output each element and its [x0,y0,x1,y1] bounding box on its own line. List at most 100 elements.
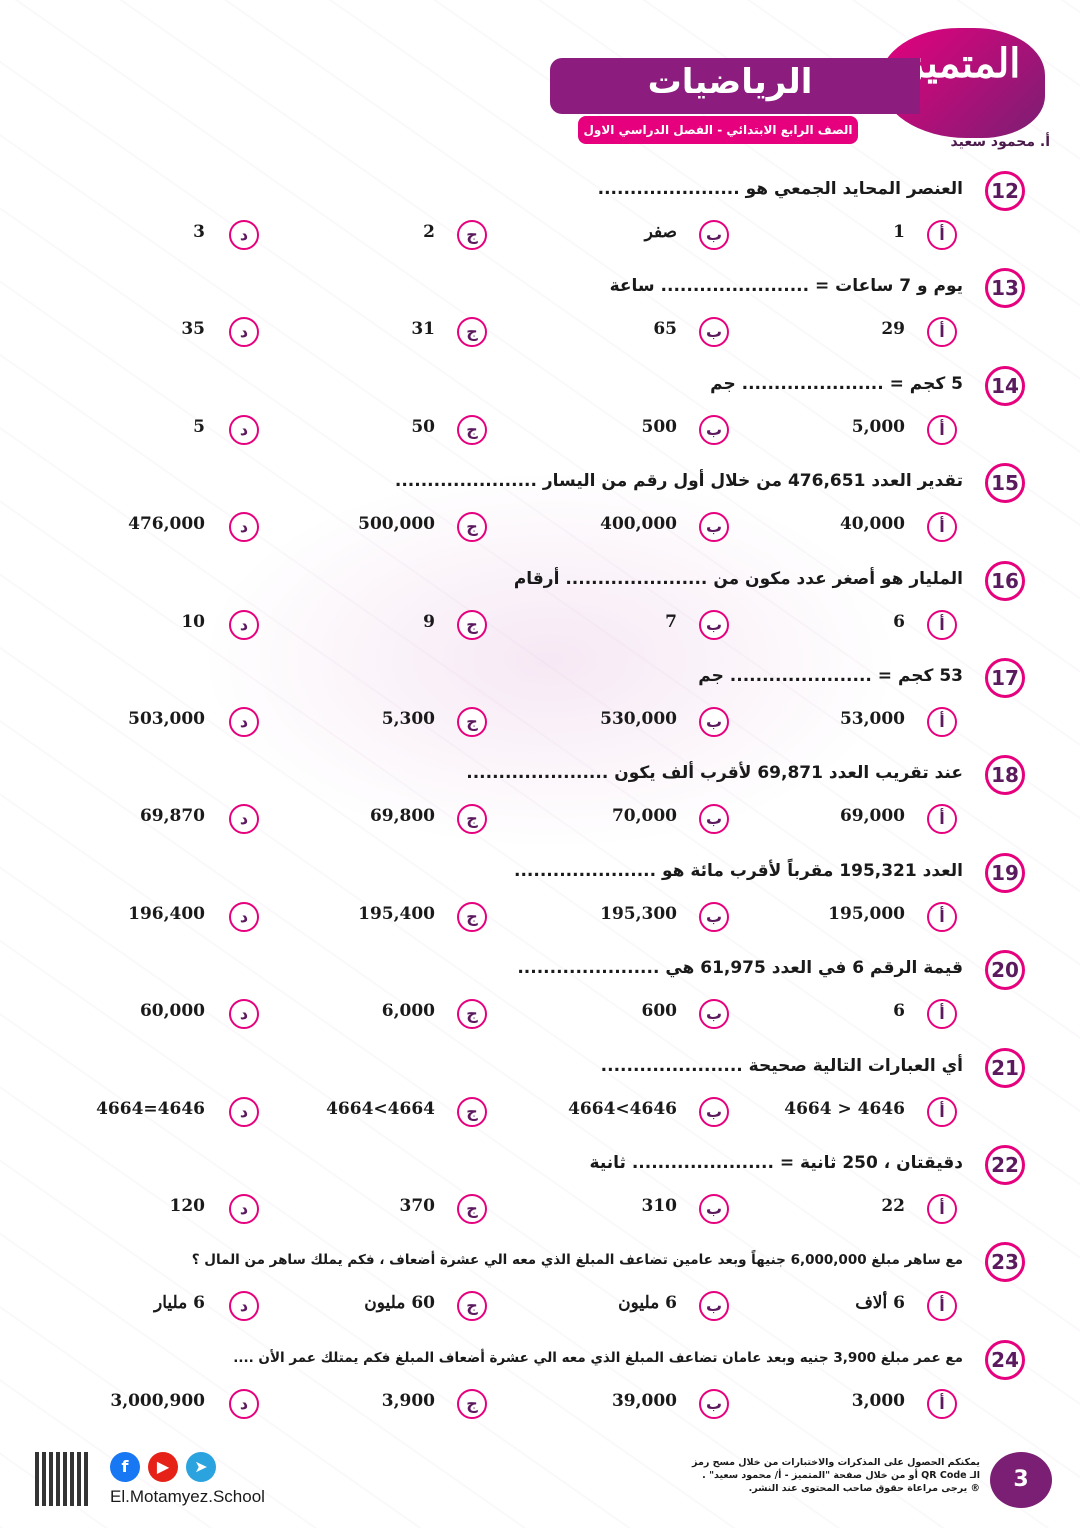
option-text[interactable]: 60,000 [139,1001,205,1022]
option-text[interactable]: 2 [423,222,435,242]
question-number: 21 [985,1047,1025,1088]
option-letter-circle: أ [927,220,957,250]
option-letter-circle: ج [457,317,487,348]
telegram-icon[interactable]: ➤ [186,1452,216,1482]
subtitle: الصف الرابع الابتدائي - الفصل الدراسي ال… [578,116,858,144]
option-text[interactable]: 69,800 [369,806,435,827]
option-text[interactable]: 530,000 [600,709,677,729]
option-letter-circle: أ [927,414,957,445]
option-letter-circle: ج [457,1291,487,1322]
option-text[interactable]: 5,300 [381,709,435,729]
question-text: 53 كجم = ...................... جم [698,666,963,686]
option-letter-circle: ج [457,804,487,835]
option-letter-circle: أ [927,901,957,932]
page-title: الرياضيات [647,62,813,102]
option-letter-circle: ج [457,1194,487,1224]
option-letter-circle: ج [457,609,487,640]
option-text[interactable]: 6 [893,611,905,632]
option-text[interactable]: 6 [893,1001,905,1022]
option-text[interactable]: 6 ألاف [855,1293,905,1314]
option-text[interactable]: 70,000 [611,806,677,827]
option-text[interactable]: 3 [193,222,205,242]
option-text[interactable]: 69,000 [839,806,905,827]
option-text[interactable]: 29 [881,319,905,340]
option-text[interactable]: 120 [169,1196,206,1216]
website-label: El.Motamyez.School [110,1487,265,1506]
option-letter-circle: د [229,1291,259,1322]
option-text[interactable]: 195,300 [600,903,677,924]
option-text[interactable]: 60 مليون [364,1293,435,1314]
option-letter-circle: د [229,609,259,640]
option-text[interactable]: 53,000 [839,709,905,729]
option-text[interactable]: 3,000,900 [110,1390,205,1411]
option-letter-circle: ب [699,999,729,1030]
option-letter-circle: ب [699,1388,729,1419]
option-letter-circle: ب [699,1194,729,1224]
question-text: أي العبارات التالية صحيحة ..............… [600,1055,963,1076]
option-text[interactable]: 196,400 [128,903,205,924]
option-text[interactable]: 3,900 [381,1390,435,1411]
option-text[interactable]: 6 مليون [618,1293,677,1314]
option-text[interactable]: 500,000 [358,514,435,535]
option-text[interactable]: 10 [181,611,205,632]
option-letter-circle: د [229,901,259,932]
option-text[interactable]: 39,000 [611,1390,677,1411]
question-number: 12 [985,171,1025,211]
option-text[interactable]: 50 [411,416,435,437]
option-letter-circle: د [229,707,259,737]
option-text[interactable]: 40,000 [839,514,905,535]
option-text[interactable]: 22 [881,1196,905,1216]
facebook-icon[interactable]: f [110,1452,140,1482]
option-letter-circle: د [229,512,259,543]
question-text: يوم و 7 ساعات = ....................... … [609,276,963,297]
option-text[interactable]: 3,000 [851,1390,905,1411]
option-text[interactable]: 310 [641,1196,678,1216]
option-text[interactable]: 195,400 [358,903,435,924]
option-text[interactable]: 1 [893,222,905,242]
question-number: 24 [985,1339,1025,1380]
question-number: 16 [985,560,1025,601]
youtube-icon[interactable]: ▶ [148,1452,178,1482]
option-text[interactable]: 4646=4664 [96,1098,205,1119]
footer-note: يمكنكم الحصول على المذكرات والاختبارات م… [690,1456,980,1495]
question-text: مع ساهر مبلغ 6,000,000 جنيهاً وبعد عامين… [191,1252,963,1269]
option-text[interactable]: 4664>4664 [326,1098,435,1119]
question-text: العنصر المحايد الجمعي هو ...............… [597,179,963,199]
option-letter-circle: د [229,999,259,1030]
footer-note-line: الـ QR Code أو من خلال صفحة "المتميز - أ… [702,1470,980,1481]
question-text: قيمة الرقم 6 في العدد 61,975 هي ........… [517,958,963,979]
option-letter-circle: ب [699,1291,729,1322]
option-text[interactable]: 69,870 [139,806,205,827]
option-text[interactable]: 503,000 [128,709,205,729]
option-letter-circle: د [229,1096,259,1127]
option-text[interactable]: 9 [423,611,435,632]
option-text[interactable]: 65 [653,319,677,340]
option-text[interactable]: 600 [641,1001,678,1022]
option-text[interactable]: 195,000 [828,903,905,924]
option-text[interactable]: 6 مليار [153,1293,205,1314]
option-text[interactable]: 4646 < 4664 [784,1098,905,1119]
option-text[interactable]: 7 [665,611,677,632]
option-text[interactable]: 476,000 [128,514,205,535]
option-letter-circle: أ [927,707,957,737]
option-text[interactable]: 35 [181,319,205,340]
option-text[interactable]: 6,000 [381,1001,435,1022]
option-letter-circle: أ [927,317,957,348]
option-text[interactable]: 500 [641,416,678,437]
logo-text: المتميز [904,40,1021,87]
question-text: المليار هو أصغر عدد مكون من ............… [513,568,963,589]
option-text[interactable]: 400,000 [600,514,677,535]
option-text[interactable]: 5,000 [851,416,905,437]
option-letter-circle: ب [699,707,729,737]
option-text[interactable]: صفر [644,222,677,242]
option-text[interactable]: 4646>4664 [568,1098,677,1119]
question-number: 18 [985,755,1025,796]
option-text[interactable]: 370 [399,1196,436,1216]
option-letter-circle: ج [457,414,487,445]
title-banner [550,58,920,114]
option-text[interactable]: 5 [193,416,205,437]
question-number: 17 [985,658,1025,698]
question-number: 19 [985,852,1025,893]
option-text[interactable]: 31 [411,319,435,340]
option-letter-circle: د [229,1388,259,1419]
